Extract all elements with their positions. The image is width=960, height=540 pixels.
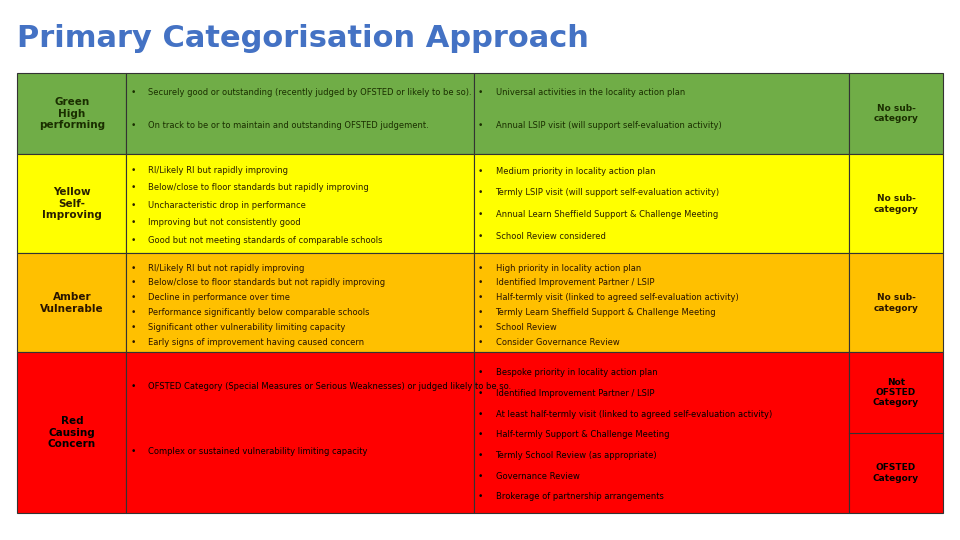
Text: School Review: School Review: [495, 323, 556, 332]
Text: Improving but not consistently good: Improving but not consistently good: [149, 218, 301, 227]
Text: On track to be or to maintain and outstanding OFSTED judgement.: On track to be or to maintain and outsta…: [149, 121, 429, 130]
Text: •: •: [477, 121, 483, 130]
Text: •: •: [131, 183, 136, 192]
Bar: [127, 73, 473, 154]
Text: Annual Learn Sheffield Support & Challenge Meeting: Annual Learn Sheffield Support & Challen…: [495, 210, 718, 219]
Text: •: •: [131, 293, 136, 302]
Text: Identified Improvement Partner / LSIP: Identified Improvement Partner / LSIP: [495, 279, 654, 287]
Bar: [17, 154, 127, 253]
Text: •: •: [131, 218, 136, 227]
Text: RI/Likely RI but not rapidly improving: RI/Likely RI but not rapidly improving: [149, 264, 305, 273]
Text: •: •: [131, 279, 136, 287]
Text: Termly Learn Sheffield Support & Challenge Meeting: Termly Learn Sheffield Support & Challen…: [495, 308, 716, 317]
Text: •: •: [131, 236, 136, 245]
Text: •: •: [477, 471, 483, 481]
Text: Bespoke priority in locality action plan: Bespoke priority in locality action plan: [495, 368, 658, 377]
Bar: [473, 73, 850, 154]
Text: •: •: [477, 430, 483, 439]
Bar: [127, 154, 473, 253]
Text: •: •: [131, 338, 136, 347]
Bar: [17, 73, 127, 154]
Text: Yellow
Self-
Improving: Yellow Self- Improving: [42, 187, 102, 220]
Text: •: •: [477, 368, 483, 377]
Text: Consider Governance Review: Consider Governance Review: [495, 338, 619, 347]
Text: •: •: [131, 201, 136, 210]
Text: •: •: [131, 382, 136, 391]
Text: Red
Causing
Concern: Red Causing Concern: [48, 416, 96, 449]
Text: •: •: [477, 264, 483, 273]
Text: •: •: [477, 323, 483, 332]
Text: Identified Improvement Partner / LSIP: Identified Improvement Partner / LSIP: [495, 389, 654, 398]
Text: Half-termly Support & Challenge Meeting: Half-termly Support & Challenge Meeting: [495, 430, 669, 439]
Text: No sub-
category: No sub- category: [874, 293, 919, 313]
Text: Good but not meeting standards of comparable schools: Good but not meeting standards of compar…: [149, 236, 383, 245]
Text: •: •: [477, 188, 483, 198]
Text: Below/close to floor standards but rapidly improving: Below/close to floor standards but rapid…: [149, 183, 370, 192]
Text: High priority in locality action plan: High priority in locality action plan: [495, 264, 640, 273]
Text: •: •: [477, 409, 483, 418]
Text: •: •: [477, 492, 483, 501]
Bar: [127, 353, 473, 513]
Text: •: •: [477, 167, 483, 176]
Text: School Review considered: School Review considered: [495, 232, 606, 241]
Text: No sub-
category: No sub- category: [874, 194, 919, 213]
Text: OFSTED Category (Special Measures or Serious Weaknesses) or judged likely to be : OFSTED Category (Special Measures or Ser…: [149, 382, 512, 391]
Text: •: •: [131, 308, 136, 317]
Bar: [473, 253, 850, 353]
Text: •: •: [477, 279, 483, 287]
Text: Early signs of improvement having caused concern: Early signs of improvement having caused…: [149, 338, 365, 347]
Text: Performance significantly below comparable schools: Performance significantly below comparab…: [149, 308, 370, 317]
Text: Governance Review: Governance Review: [495, 471, 580, 481]
Text: Uncharacteristic drop in performance: Uncharacteristic drop in performance: [149, 201, 306, 210]
Text: Half-termly visit (linked to agreed self-evaluation activity): Half-termly visit (linked to agreed self…: [495, 293, 738, 302]
Text: Termly LSIP visit (will support self-evaluation activity): Termly LSIP visit (will support self-eva…: [495, 188, 720, 198]
Bar: [850, 353, 943, 513]
Bar: [17, 253, 127, 353]
Text: Termly School Review (as appropriate): Termly School Review (as appropriate): [495, 451, 658, 460]
Text: Green
High
performing: Green High performing: [38, 97, 105, 130]
Text: Decline in performance over time: Decline in performance over time: [149, 293, 291, 302]
Text: •: •: [131, 88, 136, 97]
Bar: [473, 154, 850, 253]
Text: Brokerage of partnership arrangements: Brokerage of partnership arrangements: [495, 492, 663, 501]
Text: RI/Likely RI but rapidly improving: RI/Likely RI but rapidly improving: [149, 166, 289, 174]
Text: •: •: [477, 210, 483, 219]
Bar: [473, 353, 850, 513]
Text: •: •: [477, 451, 483, 460]
Text: Below/close to floor standards but not rapidly improving: Below/close to floor standards but not r…: [149, 279, 386, 287]
Text: Universal activities in the locality action plan: Universal activities in the locality act…: [495, 88, 684, 97]
Text: •: •: [131, 264, 136, 273]
Text: •: •: [131, 447, 136, 456]
Text: Complex or sustained vulnerability limiting capacity: Complex or sustained vulnerability limit…: [149, 447, 368, 456]
Text: Annual LSIP visit (will support self-evaluation activity): Annual LSIP visit (will support self-eva…: [495, 121, 721, 130]
Bar: [850, 73, 943, 154]
Text: Medium priority in locality action plan: Medium priority in locality action plan: [495, 167, 655, 176]
Text: Significant other vulnerability limiting capacity: Significant other vulnerability limiting…: [149, 323, 346, 332]
Text: •: •: [131, 121, 136, 130]
Bar: [17, 353, 127, 513]
Text: •: •: [477, 389, 483, 398]
Text: Securely good or outstanding (recently judged by OFSTED or likely to be so).: Securely good or outstanding (recently j…: [149, 88, 472, 97]
Text: No sub-
category: No sub- category: [874, 104, 919, 123]
Text: •: •: [477, 338, 483, 347]
Bar: [850, 253, 943, 353]
Text: •: •: [477, 293, 483, 302]
Text: •: •: [477, 308, 483, 317]
Text: OFSTED
Category: OFSTED Category: [873, 463, 919, 483]
Text: Primary Categorisation Approach: Primary Categorisation Approach: [17, 24, 589, 53]
Bar: [850, 154, 943, 253]
Text: •: •: [477, 232, 483, 241]
Text: •: •: [477, 88, 483, 97]
Text: Amber
Vulnerable: Amber Vulnerable: [40, 292, 104, 314]
Text: •: •: [131, 323, 136, 332]
Bar: [127, 253, 473, 353]
Text: At least half-termly visit (linked to agreed self-evaluation activity): At least half-termly visit (linked to ag…: [495, 409, 772, 418]
Text: •: •: [131, 166, 136, 174]
Text: Not
OFSTED
Category: Not OFSTED Category: [873, 377, 919, 407]
